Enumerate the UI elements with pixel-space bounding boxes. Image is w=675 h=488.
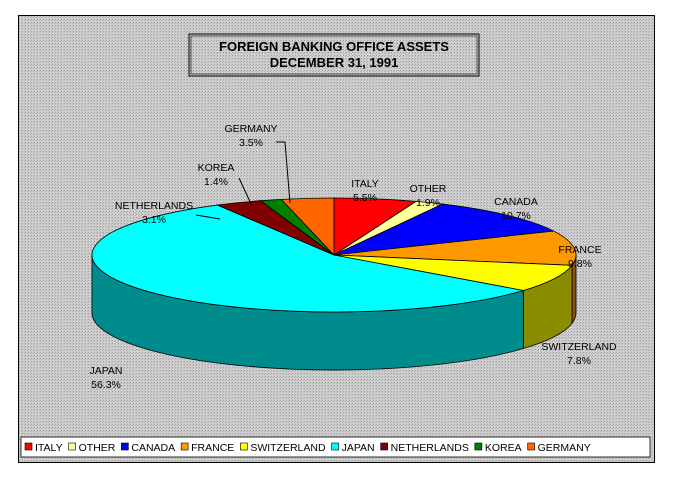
leader-lines [195,141,291,220]
leader-line-korea [238,177,253,207]
legend-swatch-other [68,442,76,451]
legend-label-france: FRANCE [191,442,234,454]
legend-swatch-france [180,442,189,451]
legend: ITALY OTHER CANADA FRANCE SWITZERLAND JAPAN NE… [20,436,651,458]
legend-swatch-netherlands [380,442,388,451]
chart-title-box: FOREIGN BANKING OFFICE ASSETS DECEMBER 3… [188,33,480,77]
legend-label-netherlands: NETHERLANDS [391,442,469,454]
slice-value-canada: 10.7% [501,210,531,222]
legend-label-italy: ITALY [35,442,63,454]
slice-name-canada: CANADA [494,196,538,208]
pie-slices [91,197,577,371]
legend-swatch-canada [121,442,129,451]
leader-line-netherlands [195,214,221,220]
legend-label-other: OTHER [79,442,116,454]
slice-name-switzerland: SWITZERLAND [541,341,617,353]
slice-name-japan: JAPAN [89,365,122,377]
slice-value-netherlands: 3.1% [142,214,166,226]
slice-name-germany: GERMANY [224,123,277,135]
legend-swatch-japan [331,442,339,451]
legend-label-japan: JAPAN [342,442,375,454]
legend-label-switzerland: SWITZERLAND [250,442,326,454]
chart-title-line-2: DECEMBER 31, 1991 [270,55,399,70]
legend-swatch-korea [474,442,483,451]
legend-label-korea: KOREA [485,442,522,454]
chart-title-line-1: FOREIGN BANKING OFFICE ASSETS [219,39,449,54]
slice-name-italy: ITALY [351,178,379,190]
slice-germany [280,197,335,257]
slice-value-italy: 5.5% [353,192,377,204]
slice-value-other: 1.9% [416,197,440,209]
legend-swatch-switzerland [240,442,248,451]
slice-value-korea: 1.4% [204,176,228,188]
slice-name-other: OTHER [410,183,447,195]
slice-name-korea: KOREA [198,162,235,174]
slice-labels: ITALY 5.5% OTHER 1.9% CANADA 10.7% FRANCE 9.8% S… [89,123,617,391]
chart-frame: FOREIGN BANKING OFFICE ASSETS DECEMBER 3… [18,15,655,463]
slice-name-netherlands: NETHERLANDS [115,200,193,212]
slice-value-switzerland: 7.8% [567,355,591,367]
legend-label-canada: CANADA [131,442,175,454]
leader-line-germany [276,141,291,204]
slice-japan [91,204,524,313]
legend-swatch-germany [527,442,535,451]
slice-value-france: 9.8% [568,258,592,270]
legend-label-germany: GERMANY [538,442,591,454]
slice-switzerland [333,254,573,291]
legend-swatch-italy [24,442,33,451]
slice-value-germany: 3.5% [239,137,263,149]
slice-france [333,230,577,266]
slice-value-japan: 56.3% [91,379,121,391]
slice-canada [333,203,555,256]
pie-chart: FOREIGN BANKING OFFICE ASSETS DECEMBER 3… [19,16,654,462]
slice-name-france: FRANCE [558,244,601,256]
